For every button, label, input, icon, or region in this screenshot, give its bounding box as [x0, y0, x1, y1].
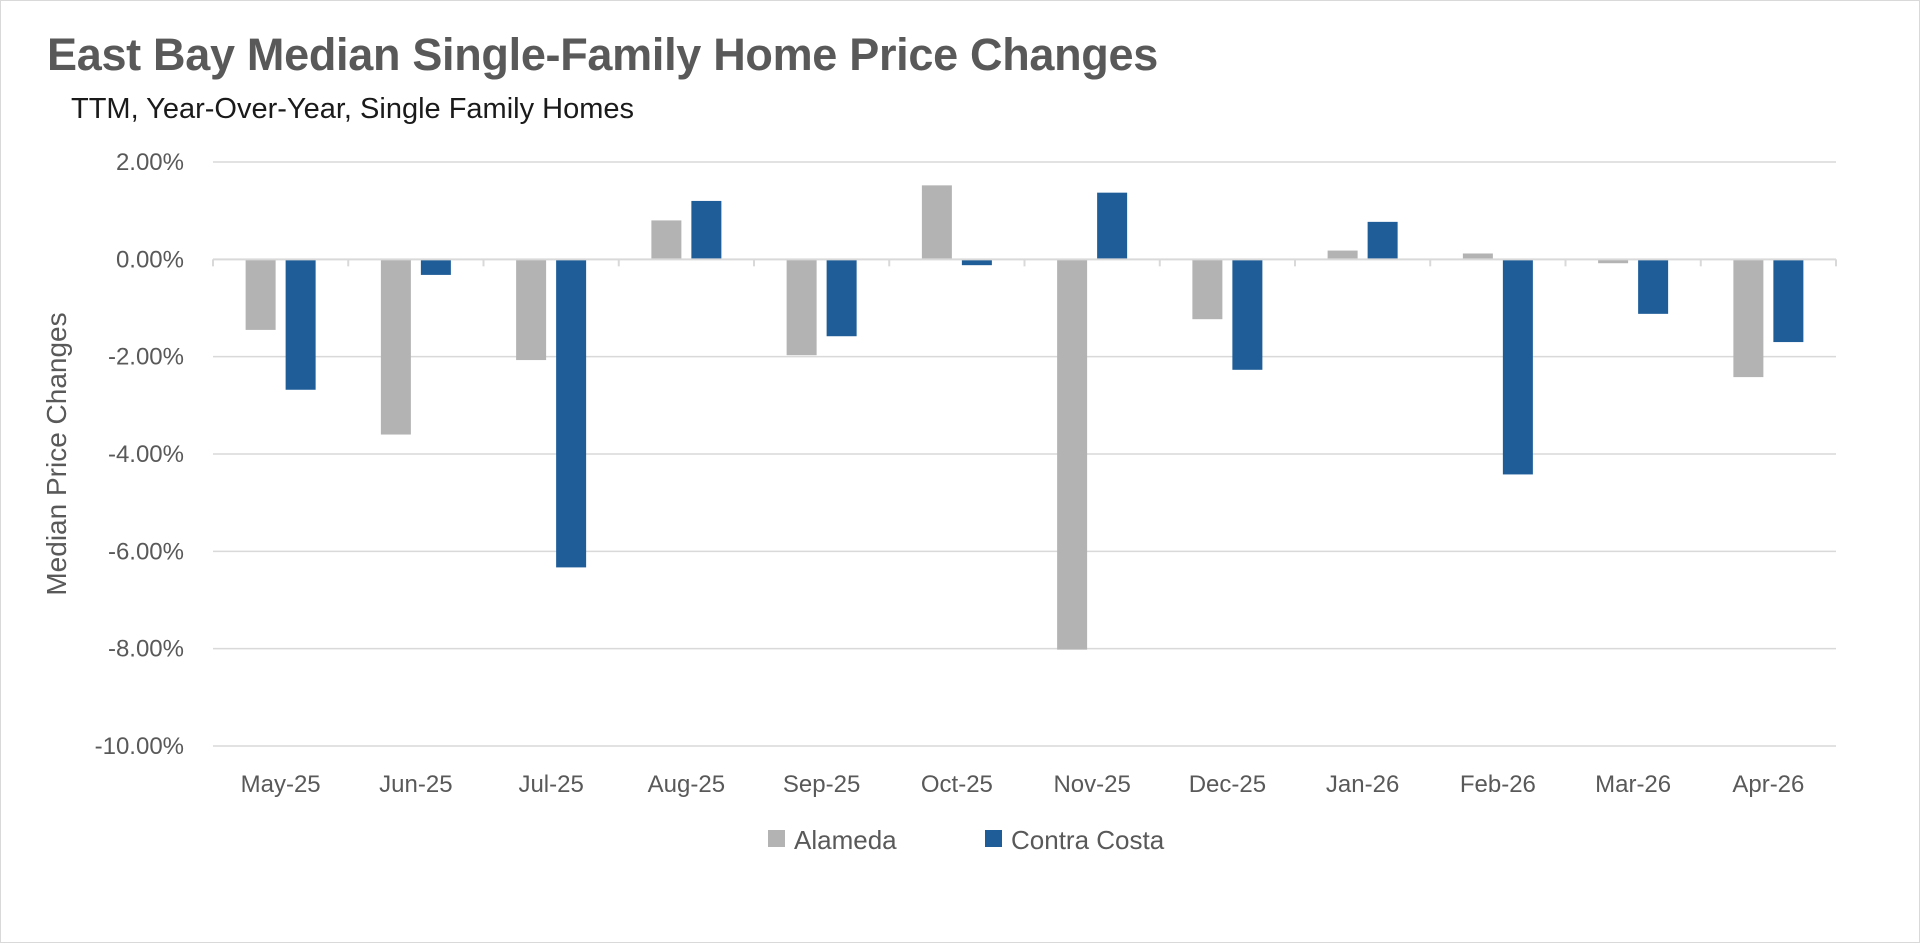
bar-alameda-mar-26	[1598, 259, 1629, 264]
chart-title: East Bay Median Single-Family Home Price…	[47, 29, 1158, 80]
bar-alameda-dec-25	[1192, 259, 1223, 320]
bar-alameda-feb-26	[1462, 253, 1493, 260]
bar-contra-costa-mar-26	[1638, 259, 1669, 314]
y-tick-label: -4.00%	[108, 441, 184, 468]
y-tick-label: -10.00%	[95, 733, 184, 760]
y-tick-label: 2.00%	[116, 149, 184, 176]
x-tick-label: Nov-25	[1053, 771, 1130, 798]
bar-contra-costa-jun-25	[420, 259, 451, 275]
y-tick-label: -2.00%	[108, 344, 184, 371]
x-tick-label: Feb-26	[1460, 771, 1536, 798]
x-tick-label: Jul-25	[518, 771, 583, 798]
bar-contra-costa-dec-25	[1232, 259, 1263, 370]
x-tick-label: Oct-25	[921, 771, 993, 798]
bars	[245, 185, 1804, 650]
y-axis-label: Median Price Changes	[41, 312, 72, 595]
bar-contra-costa-aug-25	[691, 200, 722, 260]
chart-subtitle: TTM, Year-Over-Year, Single Family Homes	[71, 93, 635, 125]
bar-alameda-nov-25	[1057, 259, 1088, 650]
gridlines	[213, 161, 1836, 747]
x-axis-ticks: May-25 Jun-25 Jul-25 Aug-25 Sep-25 Oct-25 Nov-…	[212, 258, 1837, 798]
legend-label: Alameda	[794, 825, 897, 855]
x-tick-label: Sep-25	[783, 771, 860, 798]
y-tick-label: -8.00%	[108, 636, 184, 663]
bar-alameda-jan-26	[1327, 250, 1358, 260]
bar-alameda-apr-26	[1733, 259, 1764, 378]
x-tick-label: Jan-26	[1326, 771, 1399, 798]
x-tick-label: Apr-26	[1732, 771, 1804, 798]
y-tick-label: 0.00%	[116, 246, 184, 273]
bar-alameda-jun-25	[380, 259, 411, 435]
legend-label: Contra Costa	[1011, 825, 1165, 855]
bar-contra-costa-sep-25	[826, 259, 857, 337]
bar-alameda-oct-25	[921, 185, 952, 260]
bar-contra-costa-nov-25	[1097, 192, 1128, 260]
x-tick-label: Jun-25	[379, 771, 452, 798]
x-tick-label: Mar-26	[1595, 771, 1671, 798]
bar-contra-costa-may-25	[285, 259, 316, 390]
bar-contra-costa-apr-26	[1773, 259, 1804, 343]
bar-alameda-aug-25	[651, 220, 682, 260]
legend-swatch	[768, 830, 785, 847]
bar-contra-costa-feb-26	[1502, 259, 1533, 475]
bar-alameda-jul-25	[516, 259, 547, 361]
x-tick-label: Aug-25	[648, 771, 725, 798]
y-axis-ticks: 2.00% 0.00% -2.00% -4.00% -6.00% -8.00% -10.00…	[95, 149, 184, 760]
legend-swatch	[985, 830, 1002, 847]
legend: Alameda Contra Costa	[768, 825, 1165, 855]
bar-alameda-may-25	[245, 259, 276, 330]
x-tick-label: Dec-25	[1189, 771, 1266, 798]
bar-contra-costa-jan-26	[1367, 221, 1398, 260]
x-tick-label: May-25	[241, 771, 321, 798]
bar-contra-costa-jul-25	[556, 259, 587, 568]
y-tick-label: -6.00%	[108, 538, 184, 565]
bar-alameda-sep-25	[786, 259, 817, 356]
bar-contra-costa-oct-25	[961, 259, 992, 266]
